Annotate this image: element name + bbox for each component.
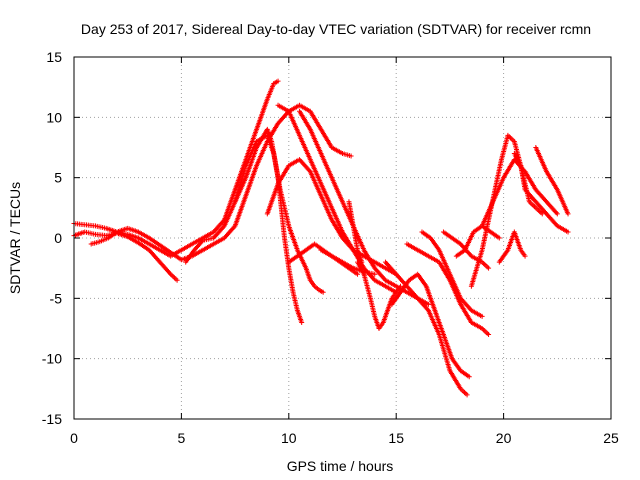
- x-tick-label: 15: [388, 430, 404, 446]
- data-series-16: [419, 229, 485, 319]
- y-tick-label: 10: [46, 109, 62, 125]
- data-series-13: [389, 271, 472, 380]
- data-point-markers: [346, 199, 365, 265]
- data-series-5: [232, 132, 326, 295]
- data-point-markers: [355, 259, 403, 331]
- data-series-14: [382, 259, 470, 398]
- data-series-3: [88, 102, 354, 263]
- data-point-markers: [511, 151, 545, 217]
- x-axis-label: GPS time / hours: [287, 458, 394, 474]
- y-tick-label: -10: [42, 351, 62, 367]
- data-point-markers: [496, 229, 528, 265]
- y-axis-label: SDTVAR / TECUs: [7, 182, 23, 294]
- data-series-7: [275, 102, 399, 295]
- ticks-layer: 0 5 10 15 20 25 15 10 5 0 -5 -10 -15: [42, 49, 619, 446]
- data-series-23: [533, 145, 571, 217]
- y-tick-label: -5: [50, 290, 63, 306]
- data-series-15: [404, 241, 492, 338]
- data-point-markers: [88, 102, 354, 263]
- data-point-markers: [419, 229, 485, 319]
- x-tick-label: 5: [178, 430, 186, 446]
- y-tick-label: 5: [54, 170, 62, 186]
- x-tick-label: 25: [603, 430, 619, 446]
- data-point-markers: [232, 132, 326, 295]
- y-tick-label: 0: [54, 230, 62, 246]
- data-series-21: [496, 229, 528, 265]
- data-series-22: [511, 151, 545, 217]
- x-tick-label: 10: [281, 430, 297, 446]
- marks-layer: [71, 78, 571, 398]
- y-tick-label: -15: [42, 411, 62, 427]
- data-point-markers: [382, 259, 470, 398]
- data-point-markers: [275, 102, 399, 295]
- chart-title: Day 253 of 2017, Sidereal Day-to-day VTE…: [81, 21, 591, 37]
- y-tick-label: 15: [46, 49, 62, 65]
- x-tick-label: 0: [70, 430, 78, 446]
- x-tick-label: 20: [496, 430, 512, 446]
- data-point-markers: [389, 271, 472, 380]
- data-point-markers: [404, 241, 492, 338]
- data-series-12: [355, 259, 403, 331]
- data-series-11: [346, 199, 365, 265]
- data-point-markers: [533, 145, 571, 217]
